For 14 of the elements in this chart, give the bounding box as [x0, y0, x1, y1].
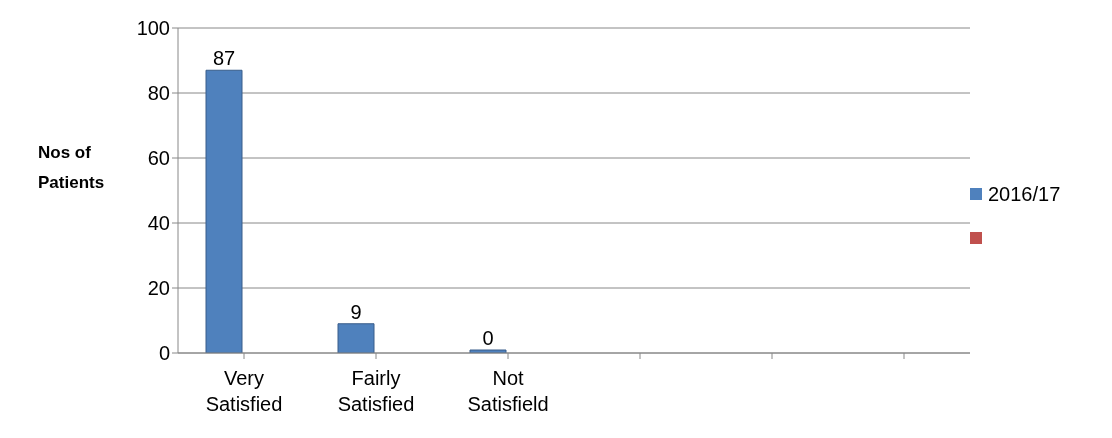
- data-label: 87: [212, 47, 236, 70]
- y-tick-label: 60: [147, 147, 170, 170]
- data-label: 9: [350, 300, 362, 323]
- x-tick-label: Very Satisfied: [205, 367, 283, 415]
- legend-label: 2016/17: [988, 182, 1061, 206]
- x-tick-label: Not Satisfield: [467, 367, 549, 415]
- y-tick-label: 80: [147, 82, 170, 105]
- y-tick-label: 100: [136, 17, 170, 40]
- y-tick-label: 20: [147, 277, 170, 300]
- data-label: 0: [482, 327, 494, 349]
- y-tick-label: 0: [158, 342, 170, 365]
- y-tick-label: 40: [147, 212, 170, 235]
- x-tick-label: Fairly Satisfied: [337, 367, 415, 415]
- y-axis-title: Nos of Patients: [38, 142, 106, 194]
